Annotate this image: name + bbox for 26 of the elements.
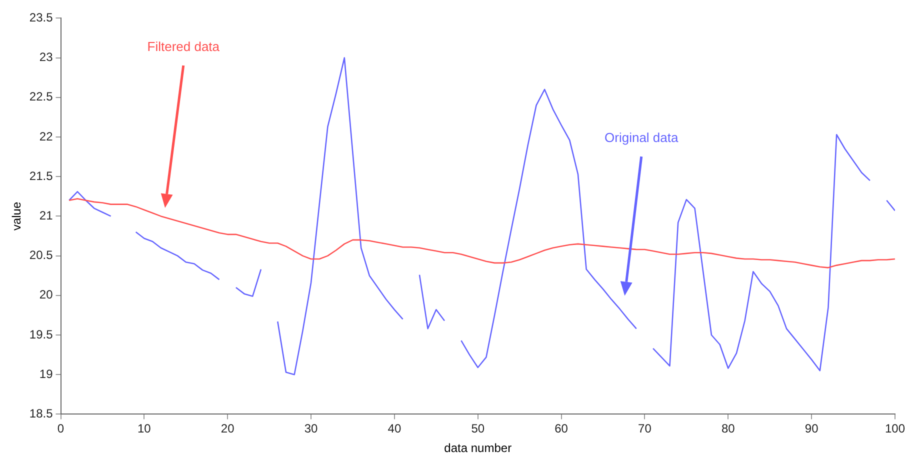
y-tick-label: 19 — [39, 366, 54, 381]
x-tick-label: 50 — [471, 422, 485, 436]
x-tick-label: 60 — [554, 422, 568, 436]
x-tick-label: 90 — [804, 422, 819, 436]
y-axis-title: value — [10, 202, 24, 231]
x-axis-title: data number — [444, 441, 512, 456]
y-tick-label: 22 — [39, 129, 54, 144]
y-tick-label: 21 — [39, 208, 54, 223]
y-tick-label: 20.5 — [29, 248, 54, 262]
y-tick-label: 23 — [39, 50, 54, 64]
x-tick-label: 70 — [638, 422, 652, 436]
y-tick-label: 20 — [39, 288, 54, 302]
x-tick-label: 80 — [721, 422, 736, 436]
x-tick-label: 100 — [884, 422, 906, 436]
y-tick-label: 21.5 — [29, 168, 54, 183]
x-tick-label: 30 — [304, 422, 318, 436]
x-tick-label: 10 — [138, 422, 152, 436]
y-tick-label: 23.5 — [29, 10, 54, 25]
annotation: Filtered data — [147, 39, 220, 54]
x-tick-label: 40 — [388, 422, 402, 436]
x-tick-label: 20 — [220, 422, 235, 436]
y-tick-label: 18.5 — [29, 406, 54, 421]
y-tick-label: 19.5 — [29, 327, 54, 342]
x-tick-label: 0 — [57, 422, 64, 436]
y-tick-label: 22.5 — [29, 90, 54, 104]
annotation: Original data — [604, 130, 679, 146]
